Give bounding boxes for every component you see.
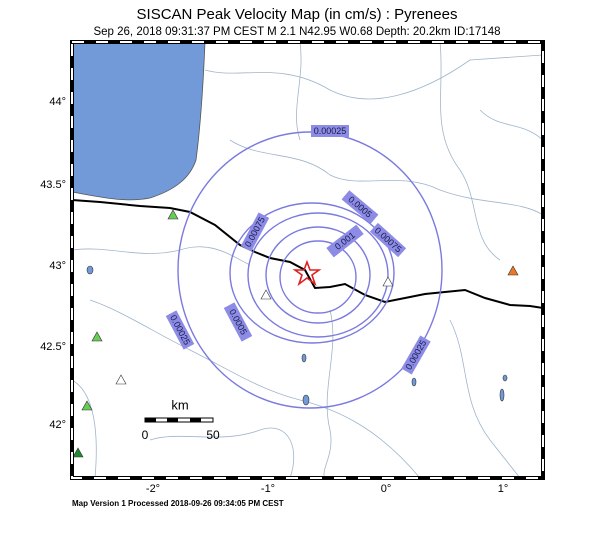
rivers: [71, 41, 544, 479]
y-label: 42°: [49, 419, 66, 431]
scale-label: 0: [142, 428, 149, 442]
label-box: [223, 302, 253, 342]
stations: [72, 209, 519, 458]
footer: Map Version 1 Processed 2018-09-26 09:34…: [72, 499, 284, 508]
contours: [177, 131, 443, 409]
label-box: [341, 190, 379, 224]
x-label: 0°: [381, 483, 392, 495]
ocean: [71, 41, 206, 201]
label-box: [240, 212, 270, 252]
x-label: 1°: [498, 483, 509, 495]
y-label: 43°: [49, 260, 66, 272]
y-label: 44°: [49, 96, 66, 108]
label-text: 0.00025: [314, 126, 347, 136]
scale-unit: km: [171, 397, 188, 412]
scale-bar: km 0 50: [142, 397, 220, 442]
lakes: [86, 265, 508, 406]
x-label: -2°: [146, 483, 160, 495]
label-box: [369, 222, 407, 258]
border: [71, 199, 544, 309]
subtitle: Sep 26, 2018 09:31:37 PM CEST M 2.1 N42.…: [93, 26, 500, 38]
scale-label: 50: [206, 428, 220, 442]
x-label: -1°: [261, 483, 275, 495]
label-box: [165, 310, 195, 350]
epicenter: [292, 259, 322, 287]
y-label: 42.5°: [40, 341, 66, 353]
title: SISCAN Peak Velocity Map (in cm/s) : Pyr…: [137, 6, 458, 23]
label-box: [401, 335, 431, 375]
frame-ticks: [71, 41, 544, 479]
contour-label: 0.00025: [311, 125, 349, 137]
axes: 44° 43.5° 43° 42.5° 42° -2° -1° 0° 1°: [40, 96, 508, 495]
y-label: 43.5°: [40, 179, 66, 191]
label-box: [311, 125, 349, 137]
label-box: [326, 224, 364, 258]
